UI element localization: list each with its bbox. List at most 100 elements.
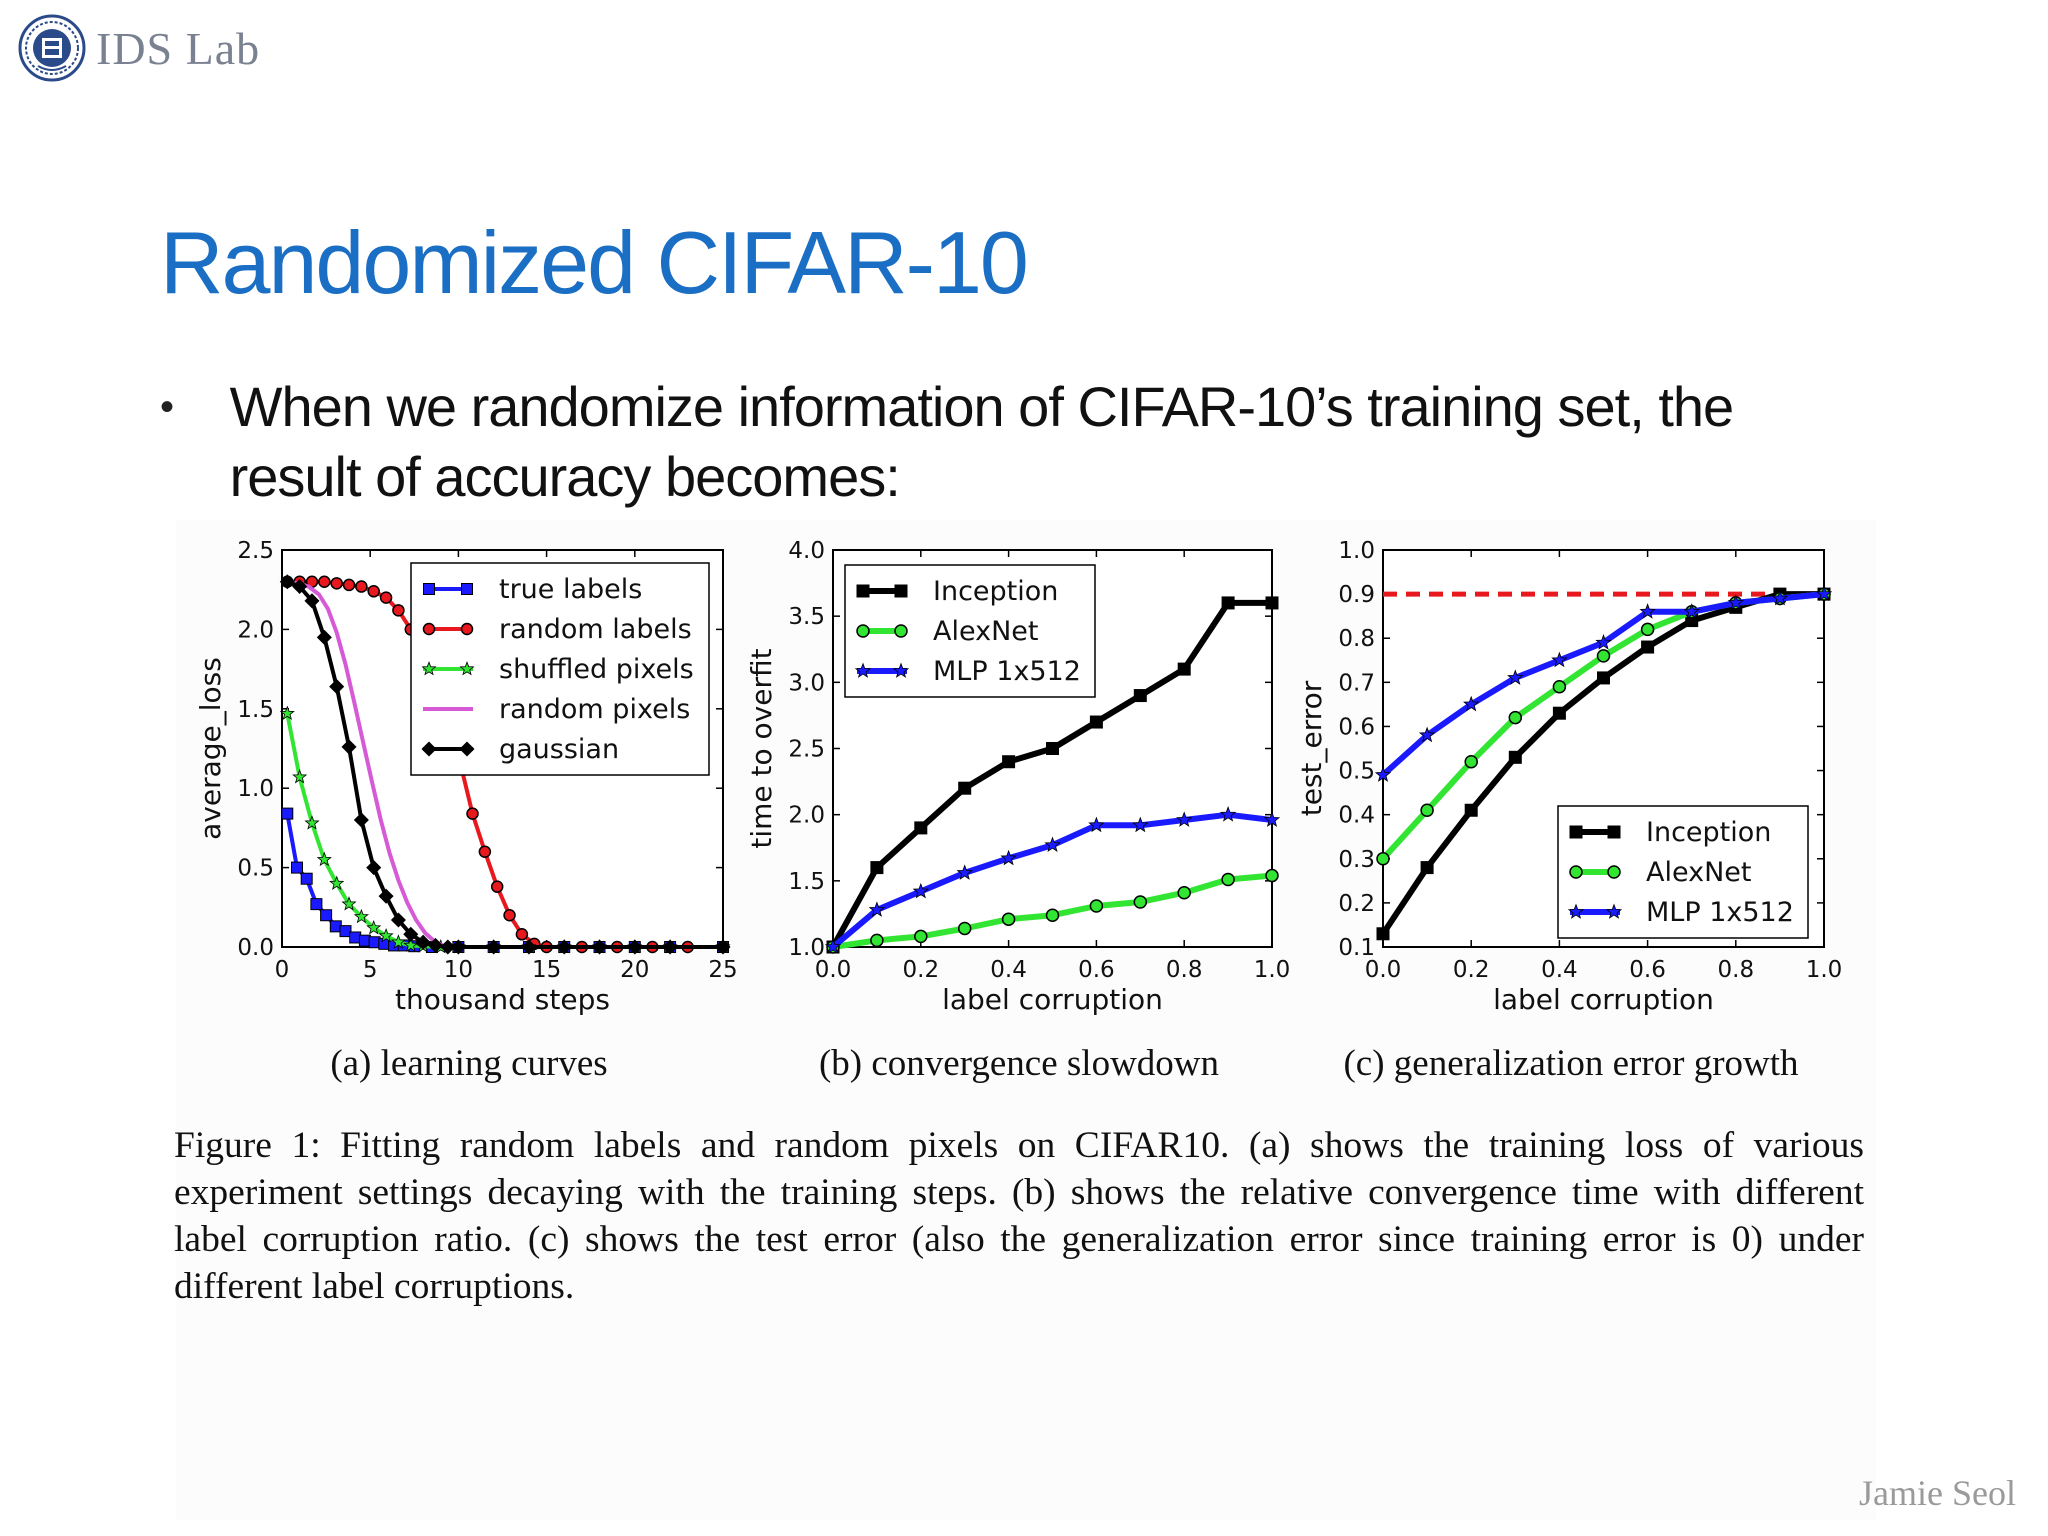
legend-marker-random-labels	[462, 624, 473, 635]
figure-caption: Figure 1: Fitting random labels and rand…	[174, 1122, 1864, 1310]
data-point-random-labels	[516, 929, 527, 940]
data-point-alexnet	[1509, 712, 1521, 724]
legend-label-random-labels: random labels	[499, 614, 692, 645]
data-point-true-labels	[321, 910, 332, 921]
chart-legend: true labelsrandom labelsshuffled pixelsr…	[411, 563, 709, 775]
y-tick-label: 0.2	[1338, 891, 1375, 917]
y-tick-label: 2.0	[788, 803, 825, 829]
x-tick-label: 0.8	[1718, 957, 1755, 983]
legend-marker-alexnet	[857, 625, 869, 637]
x-axis-label: label corruption	[1493, 983, 1714, 1016]
data-point-true-labels	[282, 808, 293, 819]
x-tick-label: 0.4	[990, 957, 1027, 983]
y-tick-label: 1.0	[237, 776, 274, 802]
y-axis-label: test_error	[1295, 680, 1328, 816]
data-point-inception	[1553, 707, 1565, 719]
data-point-random-labels	[504, 910, 515, 921]
x-tick-label: 1.0	[1254, 957, 1291, 983]
x-tick-label: 20	[620, 957, 649, 983]
x-tick-label: 0.2	[903, 957, 940, 983]
y-tick-label: 0.5	[237, 856, 274, 882]
y-tick-label: 2.5	[788, 737, 825, 763]
data-point-inception	[1377, 928, 1389, 940]
data-point-inception	[1598, 672, 1610, 684]
legend-marker-alexnet	[1570, 866, 1582, 878]
data-point-alexnet	[1642, 623, 1654, 635]
legend-label-true-labels: true labels	[499, 574, 642, 605]
legend-label-mlp-1x512: MLP 1x512	[933, 656, 1081, 687]
chart-generalization-error: 0.0 0.2 0.4 0.6 0.8 1.0 0.1 0.2 0.3 0.4 0.5 0.6 0.7 0…	[1295, 538, 1842, 1016]
data-point-inception	[871, 862, 883, 874]
data-point-random-labels	[344, 579, 355, 590]
subfigure-caption-c: (c) generalization error growth	[1343, 1043, 1799, 1084]
chart-legend: Inception AlexNet MLP 1x512	[845, 565, 1095, 697]
data-point-random-labels	[319, 576, 330, 587]
chart-learning-curves: 0 5 10 15 20 25 0.0 0.5 1.0 1.5 2.0 2.5 thousand ste…	[194, 538, 738, 1016]
data-point-alexnet	[1377, 853, 1389, 865]
subfigure-caption-a: (a) learning curves	[330, 1043, 607, 1084]
data-point-random-labels	[381, 592, 392, 603]
y-tick-label: 0.5	[1338, 759, 1375, 785]
data-point-random-labels	[467, 808, 478, 819]
y-tick-label: 0.4	[1338, 803, 1375, 829]
data-point-alexnet	[959, 922, 971, 934]
y-tick-label: 2.5	[237, 538, 274, 564]
data-point-alexnet	[1222, 874, 1234, 886]
x-tick-label: 0.2	[1453, 957, 1490, 983]
data-point-alexnet	[915, 930, 927, 942]
y-tick-label: 0.0	[237, 935, 274, 961]
data-point-alexnet	[1598, 650, 1610, 662]
y-tick-label: 3.5	[788, 604, 825, 630]
legend-marker-true-labels	[424, 584, 435, 595]
x-tick-label: 0	[275, 957, 290, 983]
legend-marker-alexnet	[1608, 866, 1620, 878]
y-tick-label: 3.0	[788, 670, 825, 696]
x-axis-label: thousand steps	[395, 983, 610, 1016]
data-point-inception	[1003, 756, 1015, 768]
chart-legend: Inception AlexNet MLP 1x512	[1558, 806, 1808, 938]
data-point-inception	[915, 822, 927, 834]
legend-marker-inception	[857, 585, 869, 597]
x-tick-label: 15	[532, 957, 561, 983]
y-tick-label: 0.9	[1338, 582, 1375, 608]
y-tick-label: 0.3	[1338, 847, 1375, 873]
x-tick-label: 0.6	[1629, 957, 1666, 983]
data-point-alexnet	[1047, 909, 1059, 921]
y-tick-label: 1.5	[788, 869, 825, 895]
data-point-alexnet	[1090, 900, 1102, 912]
x-tick-label: 5	[363, 957, 378, 983]
legend-label-mlp-1x512: MLP 1x512	[1646, 897, 1794, 928]
chart-convergence-slowdown: 0.0 0.2 0.4 0.6 0.8 1.01.01.52.02.53.03.54.0l…	[745, 538, 1290, 1016]
x-axis-label: label corruption	[942, 983, 1163, 1016]
data-point-inception	[1090, 716, 1102, 728]
x-tick-label: 0.4	[1541, 957, 1578, 983]
legend-marker-random-labels	[424, 624, 435, 635]
data-point-alexnet	[1421, 804, 1433, 816]
data-point-alexnet	[1553, 681, 1565, 693]
data-point-random-labels	[331, 578, 342, 589]
data-point-true-labels	[291, 862, 302, 873]
y-tick-label: 0.8	[1338, 626, 1375, 652]
data-point-true-labels	[301, 873, 312, 884]
legend-marker-true-labels	[462, 584, 473, 595]
data-point-alexnet	[1134, 896, 1146, 908]
y-tick-label: 4.0	[788, 538, 825, 564]
data-point-alexnet	[871, 934, 883, 946]
y-axis-label: time to overfit	[745, 648, 778, 848]
legend-label-alexnet: AlexNet	[933, 616, 1038, 647]
legend-label-alexnet: AlexNet	[1646, 857, 1751, 888]
subfigure-caption-b: (b) convergence slowdown	[819, 1043, 1219, 1084]
legend-label-inception: Inception	[1646, 817, 1771, 848]
data-point-inception	[1509, 751, 1521, 763]
data-point-random-labels	[393, 605, 404, 616]
data-point-inception	[1642, 641, 1654, 653]
data-point-inception	[1047, 743, 1059, 755]
y-tick-label: 0.7	[1338, 670, 1375, 696]
data-point-inception	[1266, 597, 1278, 609]
legend-label-random-pixels: random pixels	[499, 694, 690, 725]
data-point-true-labels	[311, 899, 322, 910]
y-tick-label: 0.1	[1338, 935, 1375, 961]
x-tick-label: 0.8	[1166, 957, 1203, 983]
legend-marker-inception	[1608, 826, 1620, 838]
data-point-random-labels	[368, 586, 379, 597]
